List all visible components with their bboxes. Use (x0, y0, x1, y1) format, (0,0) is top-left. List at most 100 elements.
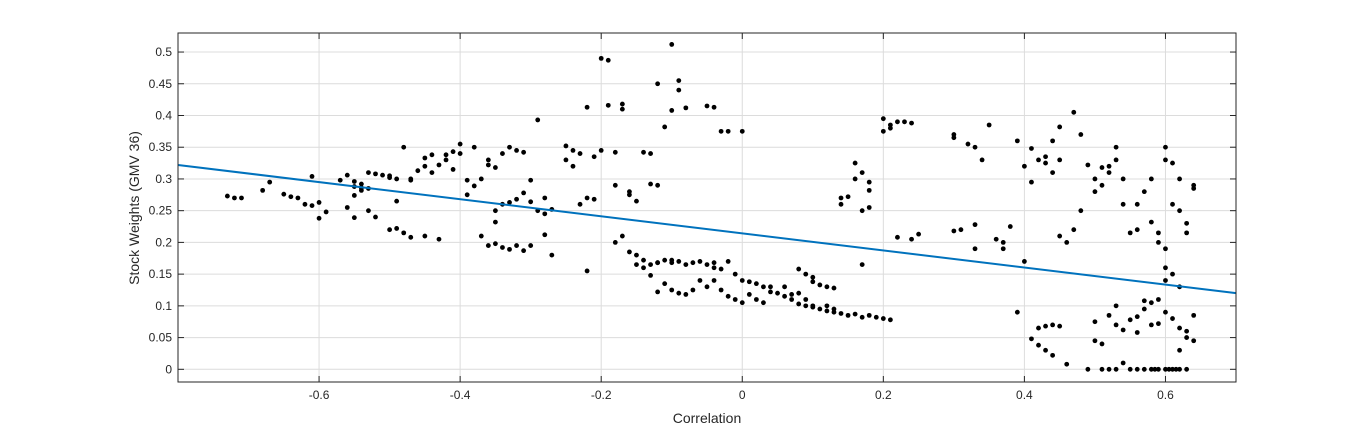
data-point (1134, 314, 1140, 320)
data-point (1170, 366, 1175, 372)
data-point (951, 228, 957, 234)
data-point (824, 303, 830, 309)
data-point (641, 149, 646, 155)
data-point (1191, 312, 1197, 318)
data-point (436, 236, 442, 242)
data-point (852, 160, 858, 166)
data-point (1014, 138, 1020, 144)
data-point (288, 194, 294, 200)
data-point (676, 87, 682, 93)
data-point (676, 290, 682, 296)
data-point (1191, 186, 1197, 191)
data-point (500, 245, 505, 250)
data-point (464, 177, 470, 183)
x-tick-label: -0.4 (450, 388, 471, 402)
data-point (612, 149, 618, 155)
data-point (514, 147, 519, 153)
data-point (1000, 240, 1006, 245)
x-gridlines (318, 33, 1166, 382)
data-point (422, 163, 428, 169)
data-point (662, 124, 668, 130)
data-point (598, 55, 604, 61)
data-point (351, 179, 357, 184)
data-point (845, 312, 851, 318)
data-point (739, 300, 745, 306)
data-point (521, 149, 527, 155)
data-point (394, 198, 400, 204)
data-point (422, 233, 428, 239)
data-point (323, 209, 329, 215)
data-point (485, 162, 491, 168)
data-point (1148, 219, 1154, 225)
data-point (380, 172, 385, 178)
data-point (1078, 132, 1084, 137)
data-point (1173, 366, 1179, 372)
y-axis-title: Stock Weights (GMV 36) (126, 131, 142, 285)
data-point (1134, 330, 1140, 335)
data-point (429, 152, 435, 158)
data-point (951, 135, 957, 141)
data-point (711, 265, 717, 271)
data-point (570, 163, 576, 169)
y-tick-label: 0.25 (149, 204, 173, 218)
data-point (1156, 366, 1161, 372)
data-point (634, 198, 639, 204)
data-point (1156, 230, 1161, 236)
data-point (803, 297, 809, 302)
data-point (909, 120, 914, 126)
data-point (1184, 366, 1190, 372)
data-point (316, 215, 322, 221)
data-point (528, 177, 534, 183)
data-point (725, 259, 731, 264)
data-point (239, 195, 244, 201)
x-tick-label: 0.2 (875, 388, 892, 402)
data-point (669, 260, 675, 266)
data-point (1099, 341, 1105, 347)
data-point (436, 162, 442, 168)
data-point (309, 203, 315, 208)
data-point (1043, 323, 1048, 329)
y-tick-label: 0.4 (155, 108, 172, 122)
data-point (542, 232, 548, 238)
data-point (1014, 309, 1020, 315)
data-point (366, 170, 371, 176)
data-point (485, 157, 491, 163)
data-point (1085, 366, 1091, 372)
data-point (1141, 298, 1147, 304)
data-point (1007, 224, 1013, 229)
data-point (1166, 366, 1172, 372)
data-point (570, 147, 576, 153)
data-point (1120, 176, 1126, 182)
data-point (1113, 303, 1119, 309)
data-point (394, 226, 400, 231)
data-point (711, 278, 717, 283)
data-point (641, 265, 646, 271)
data-point (895, 119, 900, 125)
plot-background (178, 33, 1236, 382)
data-point (1000, 246, 1006, 252)
data-point (895, 234, 900, 240)
data-point (1106, 366, 1112, 372)
data-point (563, 157, 569, 163)
data-point (810, 303, 816, 309)
data-point (965, 141, 971, 147)
data-point (591, 196, 597, 202)
data-point (1141, 189, 1147, 195)
data-point (1177, 325, 1182, 331)
x-axis-ticks: -0.6 -0.4 -0.2 0 0.2 0.4 0.6 (309, 33, 1174, 402)
data-point (1170, 201, 1175, 207)
x-tick-label: 0.4 (1016, 388, 1033, 402)
data-point (796, 266, 802, 272)
x-tick-label: -0.2 (591, 388, 612, 402)
plot-frame (177, 32, 1237, 383)
data-point (1184, 230, 1190, 236)
data-point (1085, 162, 1091, 168)
data-point (1029, 146, 1034, 151)
data-point (683, 262, 689, 268)
data-point (605, 57, 611, 63)
trend-line (177, 163, 1237, 295)
data-point (796, 290, 802, 296)
data-point (584, 104, 590, 110)
data-point (655, 182, 661, 188)
data-point (408, 234, 414, 240)
